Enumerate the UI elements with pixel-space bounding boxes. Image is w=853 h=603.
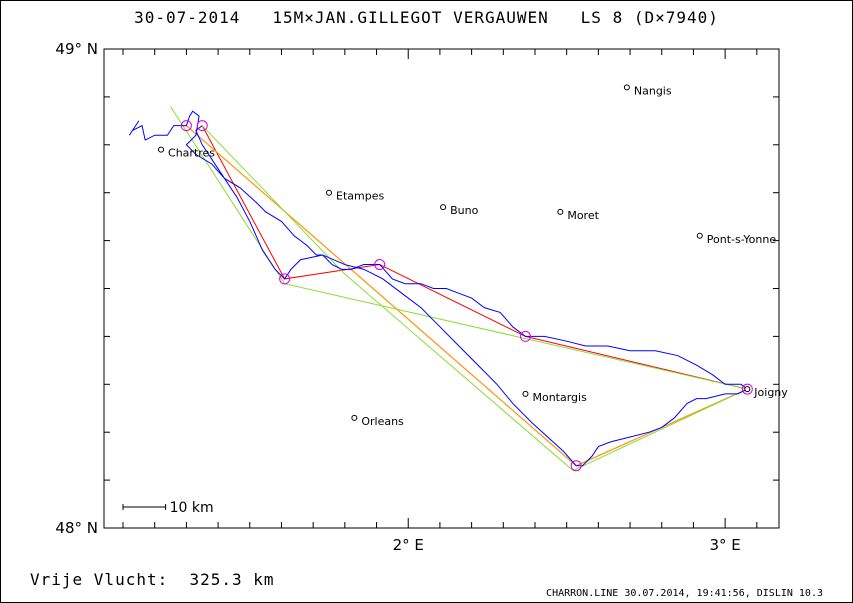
town-marker (440, 204, 447, 211)
town-marker (696, 232, 703, 239)
track-line (128, 110, 749, 467)
route-line (186, 125, 748, 467)
turnpoint-marker (180, 120, 192, 132)
town-label: Etampes (336, 190, 384, 203)
town-label: Montargis (532, 391, 587, 404)
towns: Nangis Chartres Etampes Buno Moret Pont-s-Yon… (158, 84, 788, 428)
x-tick-label: 3° E (709, 536, 740, 554)
turnpoint-marker (279, 273, 291, 285)
town-label: Chartres (168, 147, 215, 160)
town-marker (557, 208, 564, 215)
turnpoint-marker (519, 330, 531, 342)
turnpoint-marker (196, 120, 208, 132)
distance-label: Vrije Vlucht: (30, 570, 169, 589)
x-tick-label: 2° E (393, 536, 424, 554)
axis-ticks (104, 49, 779, 528)
town-label: Orleans (361, 415, 404, 428)
town-marker (158, 146, 165, 153)
turnpoint-marker (374, 259, 386, 271)
y-tick-label: 48° N (55, 519, 98, 537)
axis-labels: 2° E 3° E 48° N 49° N (55, 40, 740, 554)
distance-readout: Vrije Vlucht: 325.3 km (30, 570, 275, 589)
y-tick-label: 49° N (55, 40, 98, 58)
town-label: Joigny (753, 386, 788, 399)
flight-track (128, 110, 749, 467)
town-label: Buno (450, 204, 478, 217)
town-marker (522, 390, 529, 397)
task-routes (170, 106, 749, 472)
town-marker (744, 386, 751, 393)
flight-header: 30-07-2014 15M×JAN.GILLEGOT VERGAUWEN LS… (0, 8, 853, 27)
town-label: Nangis (634, 84, 672, 97)
scale-label: 10 km (170, 500, 214, 516)
town-label: Pont-s-Yonne (707, 233, 777, 246)
town-marker (351, 414, 358, 421)
turnpoint-marker (741, 383, 753, 395)
flight-date: 30-07-2014 (134, 8, 241, 27)
route-line (186, 125, 749, 467)
pilot-name: 15M×JAN.GILLEGOT VERGAUWEN (272, 8, 549, 27)
route-line (170, 106, 749, 472)
credit-line: CHARRON.LINE 30.07.2014, 19:41:56, DISLI… (546, 588, 823, 599)
town-marker (326, 189, 332, 196)
town-marker (623, 84, 630, 91)
glider-code: LS 8 (D×7940) (580, 8, 719, 27)
distance-value: 325.3 km (189, 570, 275, 589)
turnpoints (180, 120, 753, 472)
scale-bar: 10 km (122, 500, 214, 516)
town-label: Moret (567, 209, 599, 222)
turnpoint-marker (570, 460, 582, 472)
